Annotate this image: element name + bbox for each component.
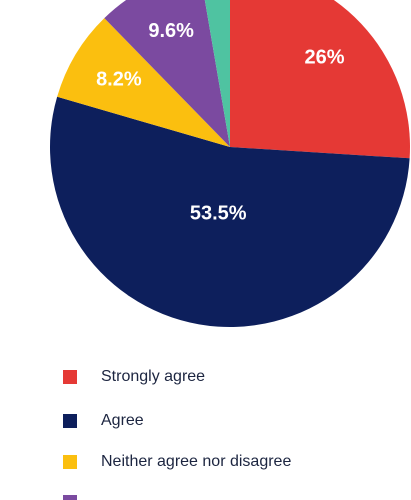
pie-slice [230,0,410,159]
legend-label: Neither agree nor disagree [101,453,291,470]
pie-slice [57,18,230,147]
pie-slice [49,96,410,328]
pie-slice [204,0,230,147]
legend-swatch [63,414,77,428]
legend-label: Agree [101,412,144,429]
value-label: 8.2% [96,69,142,91]
legend-label: Strongly agree [101,368,205,385]
value-label: 26% [304,47,344,69]
value-label: 53.5% [190,203,247,225]
legend-swatch [63,495,77,500]
legend-swatch [63,455,77,469]
pie-slice [104,0,230,147]
legend-swatch [63,370,77,384]
value-label: 9.6% [148,20,194,42]
